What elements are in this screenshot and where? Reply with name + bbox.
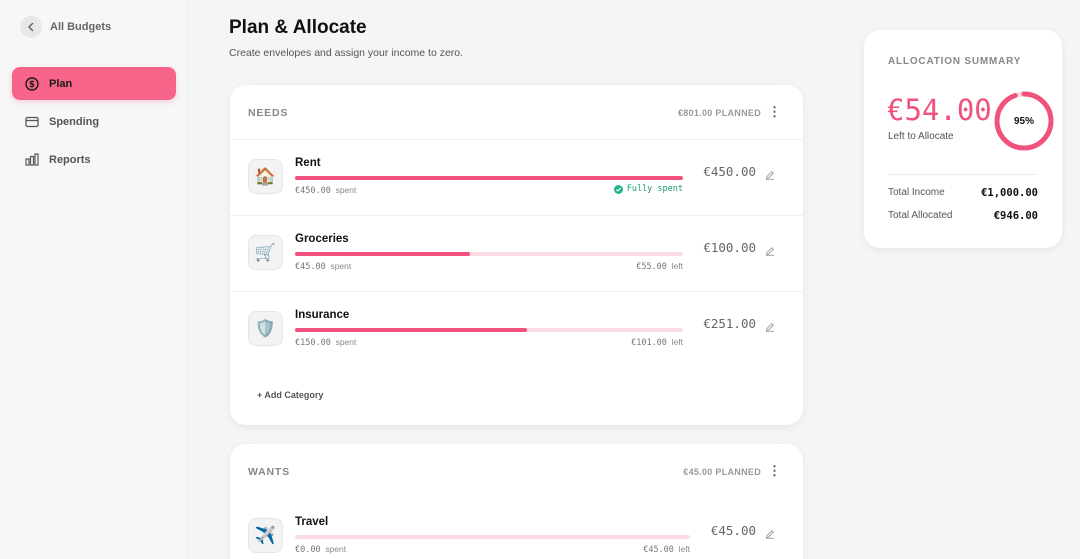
needs-title: NEEDS: [248, 107, 289, 119]
progress-bar: [295, 328, 683, 332]
total-allocated-value: €946.00: [993, 210, 1038, 222]
spent-amount: €450.00: [295, 186, 331, 196]
chevron-left-icon: [20, 16, 42, 38]
sidebar: All Budgets $ Plan Spending Reports: [0, 0, 188, 559]
planned-amount[interactable]: €251.00: [703, 316, 756, 331]
ring-fill: [994, 91, 1054, 151]
spent-text: €450.00 spent: [295, 185, 356, 196]
shield-icon: 🛡️: [248, 311, 283, 346]
category-name: Rent: [295, 157, 321, 169]
needs-planned: €801.00 PLANNED: [677, 108, 761, 118]
left-text: €101.00 left: [631, 337, 683, 348]
progress-fill: [295, 176, 683, 180]
spent-amount: €150.00: [295, 338, 331, 348]
sidebar-item-label: Spending: [49, 115, 100, 128]
allocation-summary-card: ALLOCATION SUMMARY €54.00 Left to Alloca…: [864, 30, 1062, 248]
category-row-travel[interactable]: ✈️ Travel €0.00 spent €45.00 left €45.00: [230, 499, 803, 559]
spent-amount: €45.00: [295, 262, 326, 272]
total-allocated-label: Total Allocated: [888, 210, 953, 221]
allocation-progress-ring: [994, 91, 1054, 151]
svg-text:$: $: [29, 80, 35, 90]
left-label: left: [678, 544, 690, 554]
spent-amount: €0.00: [295, 545, 321, 555]
page-subtitle: Create envelopes and assign your income …: [229, 47, 464, 59]
left-text: €55.00 left: [636, 261, 683, 272]
wants-title: WANTS: [248, 466, 290, 478]
summary-title: ALLOCATION SUMMARY: [888, 56, 1022, 67]
left-to-allocate-label: Left to Allocate: [888, 131, 954, 142]
left-amount: €55.00: [636, 262, 667, 272]
allocation-percent: 95%: [1013, 115, 1034, 127]
sidebar-item-reports[interactable]: Reports: [12, 143, 176, 176]
wants-more-icon[interactable]: ⋮: [768, 463, 781, 478]
edit-icon[interactable]: [765, 526, 775, 539]
shopping-cart-icon: 🛒: [248, 235, 283, 270]
spent-label: spent: [335, 337, 357, 347]
check-icon: [613, 184, 623, 194]
progress-fill: [295, 252, 470, 256]
left-label: left: [671, 337, 683, 347]
total-income-label: Total Income: [888, 187, 945, 198]
page-title: Plan & Allocate: [229, 17, 367, 38]
left-label: left: [671, 261, 683, 271]
category-row-rent[interactable]: 🏠 Rent €450.00 spent Fully spent €450.00: [230, 139, 803, 215]
wants-card: WANTS €45.00 PLANNED ⋮ ✈️ Travel €0.00 s…: [230, 444, 803, 559]
back-label: All Budgets: [50, 21, 112, 33]
left-amount: €45.00: [643, 545, 674, 555]
spent-text: €150.00 spent: [295, 337, 356, 348]
credit-card-icon: [24, 114, 40, 130]
total-allocated-row: Total Allocated €946.00: [888, 210, 1038, 222]
fully-spent-badge: Fully spent: [613, 184, 683, 194]
planned-amount[interactable]: €45.00: [710, 523, 756, 538]
house-icon: 🏠: [248, 159, 283, 194]
edit-icon[interactable]: [765, 319, 775, 332]
edit-icon[interactable]: [765, 167, 775, 180]
spent-label: spent: [330, 261, 352, 271]
sidebar-item-plan[interactable]: $ Plan: [12, 67, 176, 100]
progress-fill: [295, 328, 527, 332]
needs-more-icon[interactable]: ⋮: [768, 104, 781, 119]
sidebar-item-label: Reports: [49, 153, 91, 166]
wants-planned: €45.00 PLANNED: [683, 467, 761, 477]
category-name: Groceries: [295, 233, 349, 245]
back-to-budgets-link[interactable]: All Budgets: [20, 16, 111, 38]
spent-text: €0.00 spent: [295, 544, 346, 555]
spent-label: spent: [335, 185, 357, 195]
total-income-value: €1,000.00: [981, 187, 1038, 199]
sidebar-item-spending[interactable]: Spending: [12, 105, 176, 138]
left-to-allocate-amount: €54.00: [887, 93, 992, 127]
progress-bar: [295, 176, 683, 180]
spent-text: €45.00 spent: [295, 261, 351, 272]
total-income-row: Total Income €1,000.00: [888, 187, 1038, 199]
progress-bar: [295, 535, 690, 539]
airplane-icon: ✈️: [248, 518, 283, 553]
status-text: Fully spent: [626, 184, 683, 194]
divider: [888, 174, 1038, 175]
edit-icon[interactable]: [765, 243, 775, 256]
dollar-circle-icon: $: [24, 76, 40, 92]
planned-amount[interactable]: €450.00: [703, 164, 756, 179]
category-row-insurance[interactable]: 🛡️ Insurance €150.00 spent €101.00 left …: [230, 291, 803, 367]
bar-chart-icon: [24, 152, 40, 168]
category-name: Insurance: [295, 309, 350, 321]
progress-bar: [295, 252, 683, 256]
add-category-button[interactable]: + Add Category: [257, 390, 324, 400]
category-row-groceries[interactable]: 🛒 Groceries €45.00 spent €55.00 left €10…: [230, 215, 803, 291]
left-amount: €101.00: [631, 338, 667, 348]
sidebar-item-label: Plan: [49, 77, 73, 90]
left-text: €45.00 left: [643, 544, 690, 555]
planned-amount[interactable]: €100.00: [703, 240, 756, 255]
category-name: Travel: [295, 516, 329, 528]
spent-label: spent: [325, 544, 347, 554]
needs-card: NEEDS €801.00 PLANNED ⋮ 🏠 Rent €450.00 s…: [230, 85, 803, 425]
